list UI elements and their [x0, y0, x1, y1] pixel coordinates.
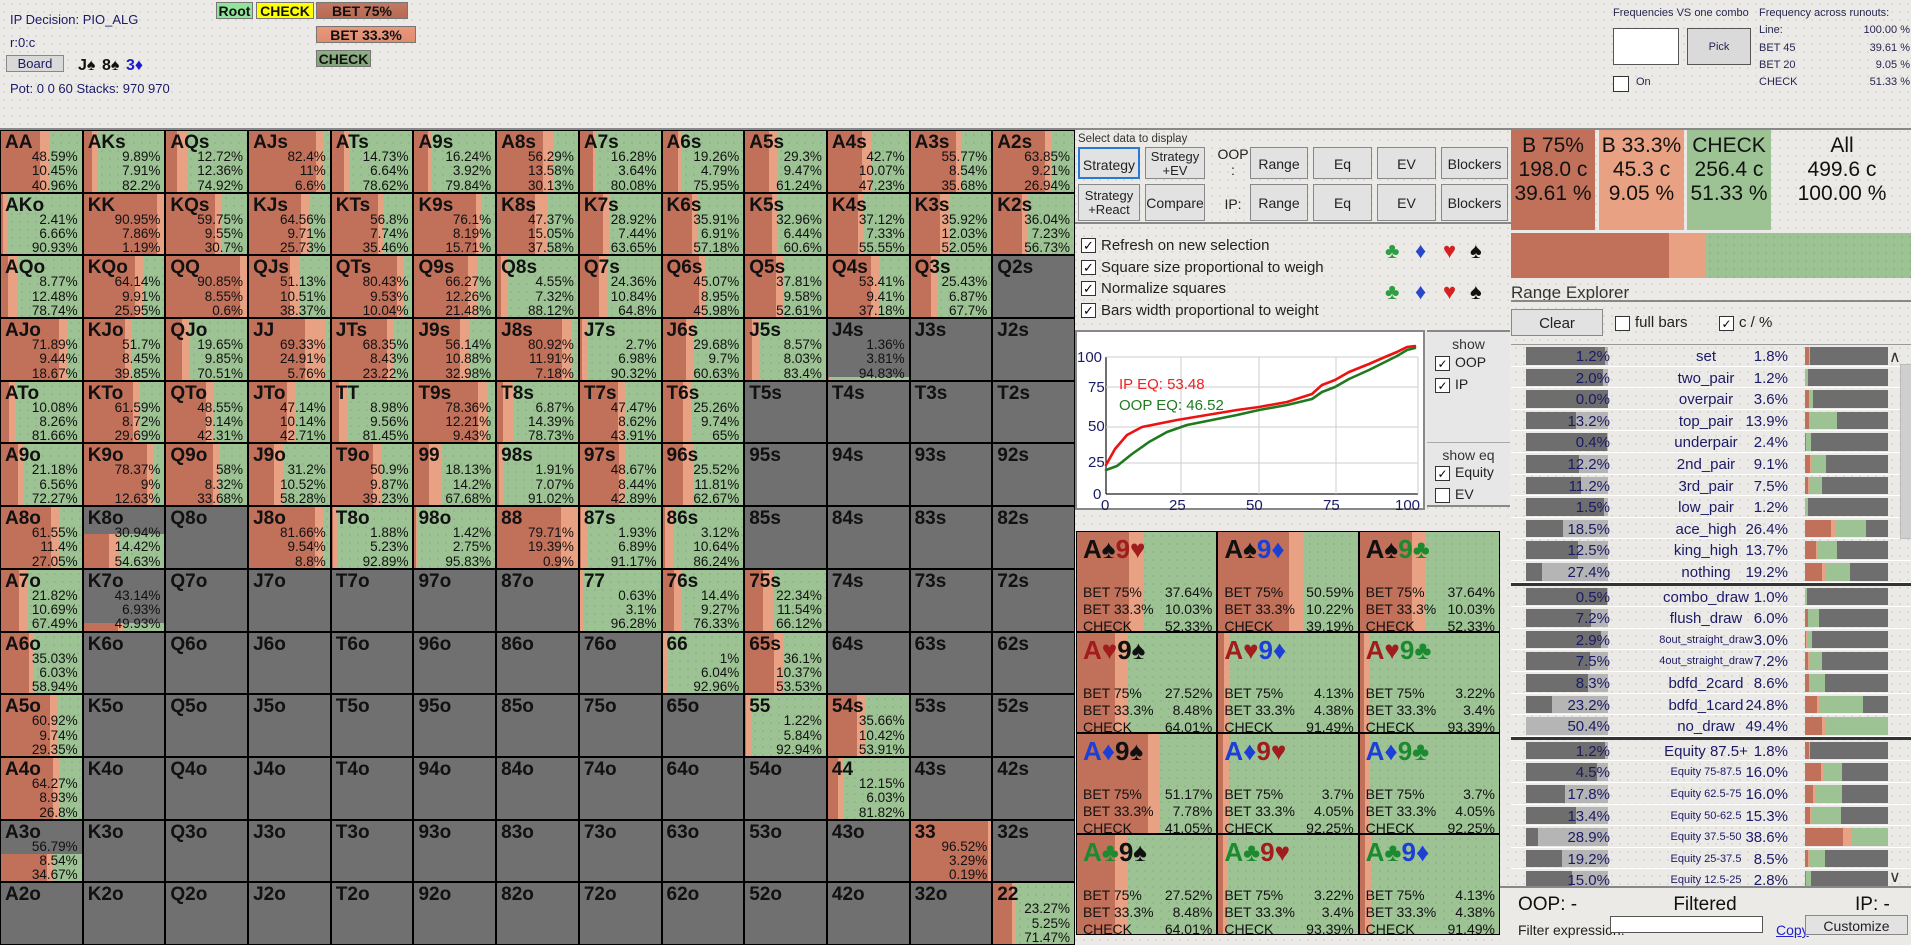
svg-text:OOP EQ: 46.52: OOP EQ: 46.52	[1119, 397, 1224, 414]
svg-text:75: 75	[1088, 379, 1105, 396]
svg-text:IP EQ: 53.48: IP EQ: 53.48	[1119, 376, 1205, 393]
svg-text:100: 100	[1395, 497, 1420, 512]
svg-text:25: 25	[1169, 497, 1186, 512]
svg-text:75: 75	[1323, 497, 1340, 512]
svg-text:25: 25	[1088, 454, 1105, 471]
svg-text:0: 0	[1101, 497, 1109, 512]
svg-text:50: 50	[1246, 497, 1263, 512]
svg-text:100: 100	[1077, 349, 1102, 366]
svg-text:50: 50	[1088, 418, 1105, 435]
